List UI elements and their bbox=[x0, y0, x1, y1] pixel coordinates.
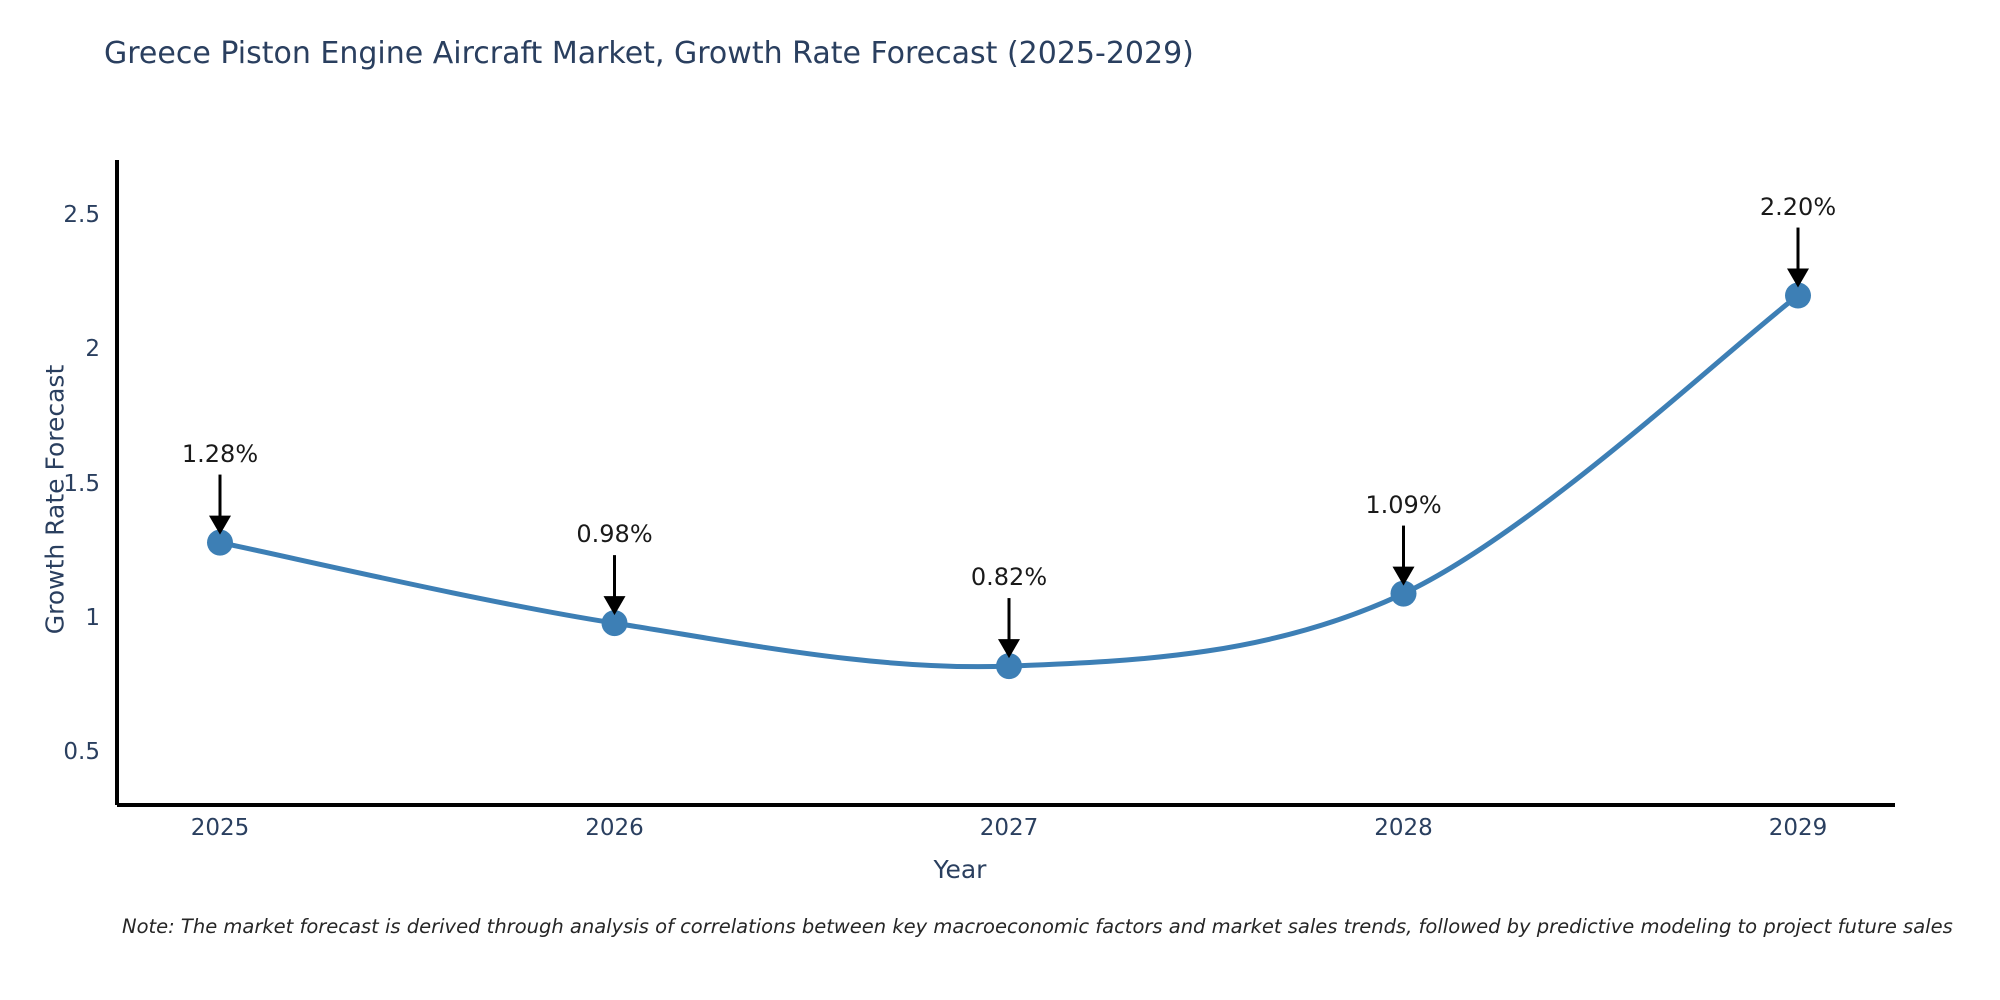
x-axis-title-text: Year bbox=[933, 855, 987, 884]
x-tick-label: 2029 bbox=[1768, 815, 1828, 841]
chart-title: Greece Piston Engine Aircraft Market, Gr… bbox=[104, 36, 1194, 71]
y-tick-label: 2.5 bbox=[63, 202, 100, 228]
x-axis-title: Year bbox=[0, 855, 2000, 884]
y-tick-label: 1.5 bbox=[63, 470, 100, 497]
y-tick-label: 2 bbox=[85, 336, 100, 363]
chart-footnote: Note: The market forecast is derived thr… bbox=[122, 915, 1953, 938]
annotation-arrow-head bbox=[998, 639, 1020, 659]
data-point-marker bbox=[207, 529, 233, 556]
annotation-arrows bbox=[209, 227, 1809, 659]
y-tick-label: 1 bbox=[85, 604, 100, 631]
data-point-marker bbox=[1785, 282, 1811, 309]
x-tick-label: 2025 bbox=[190, 815, 250, 841]
annotation-arrow-head bbox=[209, 515, 231, 535]
x-tick-label: 2028 bbox=[1374, 815, 1433, 841]
data-point-label: 2.20% bbox=[1759, 192, 1837, 221]
y-axis-title: Growth Rate Forecast bbox=[40, 364, 70, 635]
data-point-markers bbox=[207, 282, 1811, 680]
annotation-arrow-head bbox=[603, 596, 626, 616]
data-point-marker bbox=[996, 653, 1022, 680]
data-point-marker bbox=[601, 610, 628, 637]
data-point-marker bbox=[1390, 580, 1417, 607]
data-point-label: 0.82% bbox=[970, 563, 1048, 592]
annotation-arrow-head bbox=[1392, 566, 1415, 586]
data-point-label: 1.09% bbox=[1365, 490, 1442, 519]
data-point-label: 1.28% bbox=[181, 439, 259, 468]
y-tick-label: 0.5 bbox=[63, 739, 100, 765]
annotation-arrow-head bbox=[1787, 268, 1809, 288]
x-tick-label: 2027 bbox=[979, 815, 1039, 841]
x-tick-label: 2026 bbox=[585, 815, 644, 841]
data-point-label: 0.98% bbox=[576, 520, 653, 549]
